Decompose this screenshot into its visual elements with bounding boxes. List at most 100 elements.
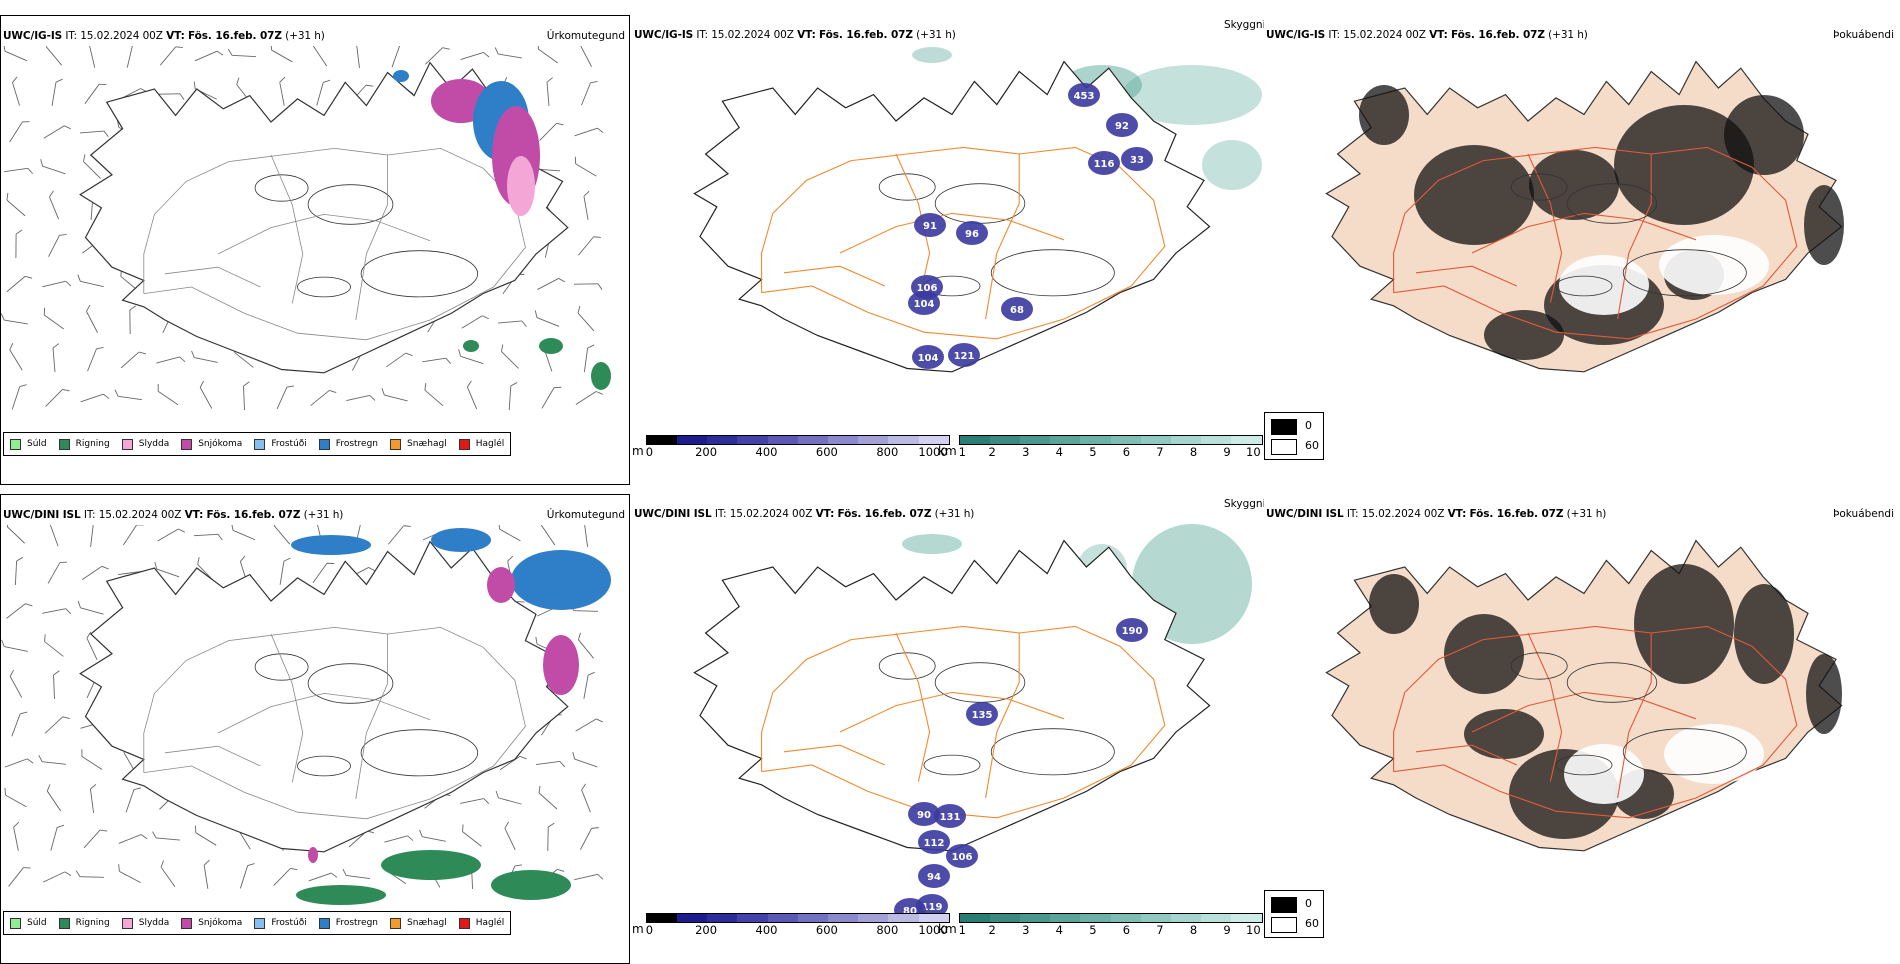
fog-legend-low: 60 (1305, 439, 1319, 452)
colorbar-cell (1111, 914, 1141, 922)
panel-header: UWC/DINI ISL IT: 15.02.2024 00Z VT: Fös.… (3, 509, 343, 521)
visibility-value-label: 104 (918, 353, 939, 364)
wind-barb (90, 784, 100, 813)
colorbar-tick-label: 800 (876, 445, 898, 459)
wind-barb (386, 351, 412, 372)
wind-barb (574, 284, 602, 291)
colorbar-tick-label: 1 (959, 445, 966, 459)
wind-barb (535, 46, 561, 63)
wind-barb (49, 525, 64, 546)
wind-barb (342, 869, 371, 879)
wind-barb (42, 608, 71, 619)
colorbar-tick-label: 3 (1022, 445, 1029, 459)
colorbar-cell (990, 914, 1020, 922)
wind-barb (192, 825, 219, 845)
wind-barb (272, 525, 295, 544)
wind-barb (7, 274, 32, 297)
wind-barb (571, 752, 599, 767)
colorbar-tick-label: 7 (1156, 923, 1163, 937)
wind-barb (38, 755, 66, 764)
visibility-value-label: 68 (1010, 305, 1024, 316)
wind-barb (536, 761, 565, 771)
legend-swatch (10, 918, 21, 929)
fog-panel-row2: UWC/DINI ISL IT: 15.02.2024 00Z VT: Fös.… (1264, 494, 1894, 964)
legend-label: Haglél (476, 439, 505, 449)
wind-barb (8, 670, 27, 697)
wind-barb (116, 864, 144, 882)
legend-label: Rigning (76, 439, 110, 449)
wind-barb (574, 873, 603, 885)
wind-barb (580, 784, 596, 812)
colorbar-cell (1141, 914, 1171, 922)
wind-barb (388, 525, 410, 548)
colorbar-tick-label: 2 (989, 445, 996, 459)
legend-label: Frostúði (271, 439, 306, 449)
visibility-value-label: 116 (1094, 159, 1115, 170)
colorbar-tick-label: 5 (1089, 445, 1096, 459)
wind-barb (52, 78, 63, 107)
precip-legend-item: Snæhagl (390, 918, 447, 929)
colorbar-cell (960, 914, 990, 922)
fog-legend: 0 60 (1264, 412, 1324, 460)
wind-barb (1, 46, 29, 61)
legend-swatch (319, 439, 330, 450)
precip-legend-item: Snjókoma (181, 439, 242, 450)
wind-barb (494, 47, 523, 57)
legend-label: Súld (27, 918, 47, 928)
wind-barb (79, 749, 106, 769)
wind-barb (576, 389, 603, 409)
wind-barb (317, 79, 330, 108)
colorbar-cell (1080, 436, 1110, 444)
visibility-value-label: 92 (1115, 121, 1129, 132)
visibility-value-label: 121 (954, 351, 975, 362)
visibility-value-label: 104 (914, 299, 935, 310)
colorbar-cell (1141, 436, 1171, 444)
wind-barb (2, 788, 29, 807)
precip-map (1, 46, 629, 456)
precip-legend-item: Súld (10, 439, 47, 450)
wind-barb (159, 860, 180, 886)
colorbar-cell (828, 914, 858, 922)
panel-header: UWC/IG-IS IT: 15.02.2024 00Z VT: Fös. 16… (3, 30, 325, 42)
wind-barb (12, 710, 27, 738)
vis-panel-row2: UWC/DINI ISL IT: 15.02.2024 00Z VT: Fös.… (632, 494, 1262, 964)
wind-barb (152, 832, 180, 840)
colorbar-cell (737, 914, 767, 922)
wind-barb (198, 381, 217, 408)
wind-barb (572, 157, 599, 176)
colorbar-cell (768, 914, 798, 922)
wind-barb (7, 601, 33, 623)
wind-barb (509, 382, 517, 410)
wind-barb (579, 46, 597, 67)
colorbar-cell (798, 436, 828, 444)
wind-barb (12, 383, 26, 411)
wind-barb (39, 159, 67, 173)
wind-barb (583, 191, 594, 220)
legend-label: Snæhagl (407, 918, 447, 928)
precip-legend-item: Slydda (122, 439, 169, 450)
wind-barb (346, 395, 375, 407)
wind-barb (459, 824, 485, 846)
panel-header: UWC/IG-IS IT: 15.02.2024 00Z VT: Fös. 16… (634, 29, 956, 41)
wind-barb (268, 46, 295, 62)
wind-barb (578, 234, 600, 259)
colorbar-cell (888, 914, 918, 922)
legend-label: Haglél (476, 918, 505, 928)
visibility-value-label: 94 (927, 872, 941, 883)
wind-barb (313, 560, 334, 586)
fog-legend-high: 0 (1305, 419, 1312, 432)
visibility-value-label: 106 (952, 852, 973, 863)
legend-swatch (390, 439, 401, 450)
wind-barb (4, 168, 33, 178)
colorbar-tick-label: 8 (1190, 923, 1197, 937)
wind-barb (204, 860, 214, 889)
wind-barb (584, 525, 594, 547)
wind-barb (274, 866, 298, 890)
wind-barb (41, 634, 67, 656)
legend-label: Slydda (139, 439, 169, 449)
wind-barb (311, 388, 337, 410)
wind-barb (53, 671, 60, 699)
colorbar-cell (1111, 436, 1141, 444)
